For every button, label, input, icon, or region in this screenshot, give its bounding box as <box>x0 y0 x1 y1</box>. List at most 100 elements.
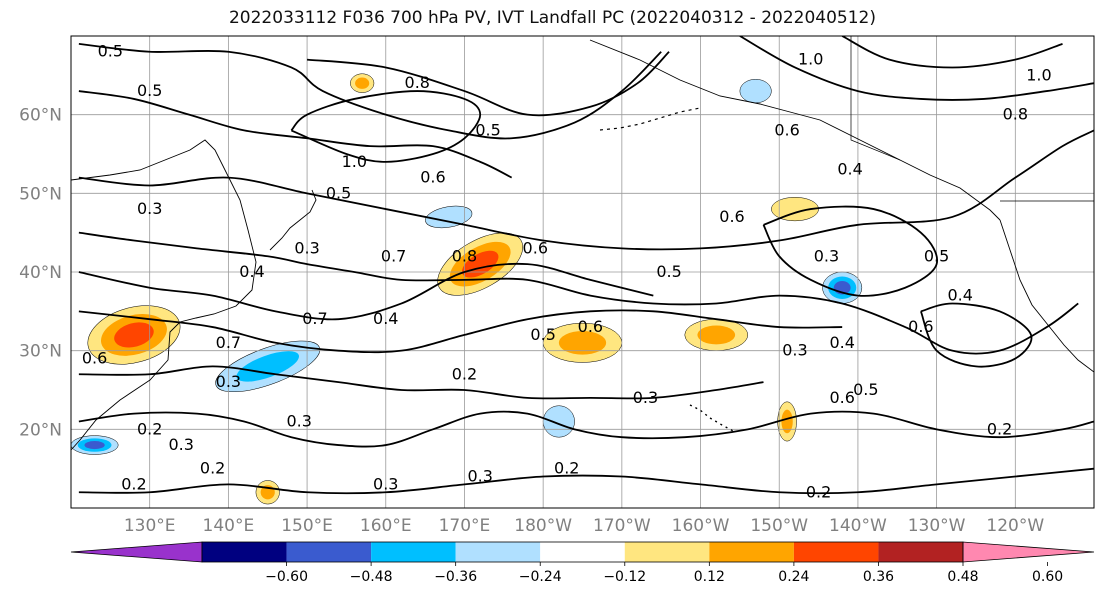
shade-tier <box>355 77 370 89</box>
shaded-region-kuroshio-negative <box>425 205 473 229</box>
latitude-labels: 20°N 30°N 40°N 50°N 60°N <box>19 106 62 441</box>
lon-tick-label: 150°W <box>750 516 808 536</box>
gridlines <box>71 36 1094 508</box>
colorbar-segment <box>202 542 287 562</box>
shaded-region-philippine-negative <box>71 435 119 455</box>
contour-label: 0.4 <box>829 333 854 352</box>
colorbar-segment <box>709 542 794 562</box>
lon-tick-label: 130°W <box>908 516 966 536</box>
colorbar-segment <box>878 542 963 562</box>
colorbar-tick-label: 0.36 <box>863 569 894 585</box>
contour-label: 0.8 <box>1003 105 1028 124</box>
coastline-japan <box>269 189 317 251</box>
shaded-region-hawaii-north-positive <box>684 318 749 351</box>
pv-contour <box>841 36 1063 69</box>
shaded-region-jet-negative <box>215 340 321 393</box>
colorbar-extend-low <box>70 541 203 563</box>
lon-tick-label: 160°E <box>360 516 412 536</box>
contour-label: 0.3 <box>286 411 311 430</box>
pv-contour <box>78 231 1079 355</box>
contour-label: 0.2 <box>806 482 831 501</box>
contour-label: 0.3 <box>373 474 398 493</box>
contour-label: 0.6 <box>82 349 107 368</box>
lon-tick-label: 150°E <box>281 516 333 536</box>
pv-contour <box>78 467 1094 495</box>
shaded-region-bering-negative <box>739 79 772 104</box>
colorbar-extend-high <box>962 541 1095 563</box>
colorbar-segment <box>793 542 879 562</box>
colorbar: −0.60 −0.48 −0.36 −0.24 −0.12 0.12 0.24 0.36 0.4… <box>70 541 1095 585</box>
pv-contour <box>78 365 764 400</box>
shade-tier <box>558 331 607 355</box>
contour-label: 0.5 <box>475 120 500 139</box>
coastlines <box>71 36 1094 451</box>
pv-contour <box>290 90 482 163</box>
contour-label: 0.2 <box>554 459 579 478</box>
lat-tick-label: 60°N <box>19 106 62 126</box>
contour-label: 0.5 <box>853 380 878 399</box>
lon-tick-label: 160°W <box>672 516 730 536</box>
colorbar-tick-label: −0.48 <box>350 569 393 585</box>
contour-label: 0.5 <box>656 262 681 281</box>
contour-label: 0.3 <box>137 199 162 218</box>
pv-contour <box>78 42 662 140</box>
lat-tick-label: 50°N <box>19 184 62 204</box>
pv-contour <box>78 262 654 321</box>
border-alaska-canada <box>850 36 901 161</box>
shade-tier <box>84 441 105 450</box>
lon-tick-label: 140°W <box>829 516 887 536</box>
coastline-asia <box>71 139 257 451</box>
contour-label: 0.2 <box>121 474 146 493</box>
contour-label: 0.7 <box>302 309 327 328</box>
lon-tick-label: 180°W <box>514 516 572 536</box>
pv-contour <box>78 309 843 354</box>
shade-tier <box>425 205 473 229</box>
coastline-north-america <box>999 219 1094 373</box>
contour-label: 0.8 <box>405 73 430 92</box>
contour-label: 0.3 <box>782 341 807 360</box>
contour-label: 0.3 <box>216 372 241 391</box>
contour-label: 1.0 <box>342 152 367 171</box>
lat-tick-label: 30°N <box>19 342 62 362</box>
contour-label: 0.4 <box>373 309 398 328</box>
coastline-alaska <box>589 39 1001 221</box>
contour-label: 0.4 <box>239 262 264 281</box>
colorbar-tick-label: 0.60 <box>1032 569 1063 585</box>
contour-label: 0.7 <box>381 246 406 265</box>
contour-label: 0.6 <box>829 388 854 407</box>
shade-tier <box>781 409 793 434</box>
lon-tick-label: 140°E <box>203 516 255 536</box>
contour-label: 0.6 <box>523 238 548 257</box>
shaded-region-kamchatka-positive <box>350 73 375 93</box>
contour-label: 0.6 <box>420 168 445 187</box>
contour-label: 0.3 <box>294 238 319 257</box>
colorbar-tick-label: 0.24 <box>778 569 809 585</box>
contour-label: 0.3 <box>467 467 492 486</box>
shaded-region-south-positive <box>255 480 280 505</box>
colorbar-segment <box>371 542 456 562</box>
lon-tick-label: 170°W <box>593 516 651 536</box>
pv-contour <box>762 205 939 297</box>
pv-contour-lines <box>78 36 1094 495</box>
longitude-labels: 130°E 140°E 150°E 160°E 170°E 180°W 170°W 160°W… <box>124 516 1045 536</box>
colorbar-outline <box>201 541 964 563</box>
colorbar-tick-label: −0.24 <box>519 569 562 585</box>
contour-label: 0.6 <box>908 317 933 336</box>
pv-contour <box>306 51 670 117</box>
contour-label: 0.2 <box>987 419 1012 438</box>
contour-label: 0.5 <box>924 246 949 265</box>
shade-tier <box>739 79 772 104</box>
map-frame <box>70 35 1095 509</box>
contour-label: 0.3 <box>633 388 658 407</box>
shade-tier <box>236 351 300 382</box>
colorbar-tick-label: −0.36 <box>434 569 477 585</box>
map-title: 2022033112 F036 700 hPa PV, IVT Landfall… <box>228 8 876 28</box>
colorbar-tick-label: 0.12 <box>694 569 725 585</box>
contour-label: 0.3 <box>814 246 839 265</box>
pv-contour <box>739 36 1094 101</box>
hawaiian-islands <box>689 404 736 433</box>
colorbar-tick-label: 0.48 <box>947 569 978 585</box>
contour-label: 0.4 <box>947 286 972 305</box>
pv-contour <box>78 410 1094 448</box>
colorbar-tick-label: −0.12 <box>603 569 646 585</box>
